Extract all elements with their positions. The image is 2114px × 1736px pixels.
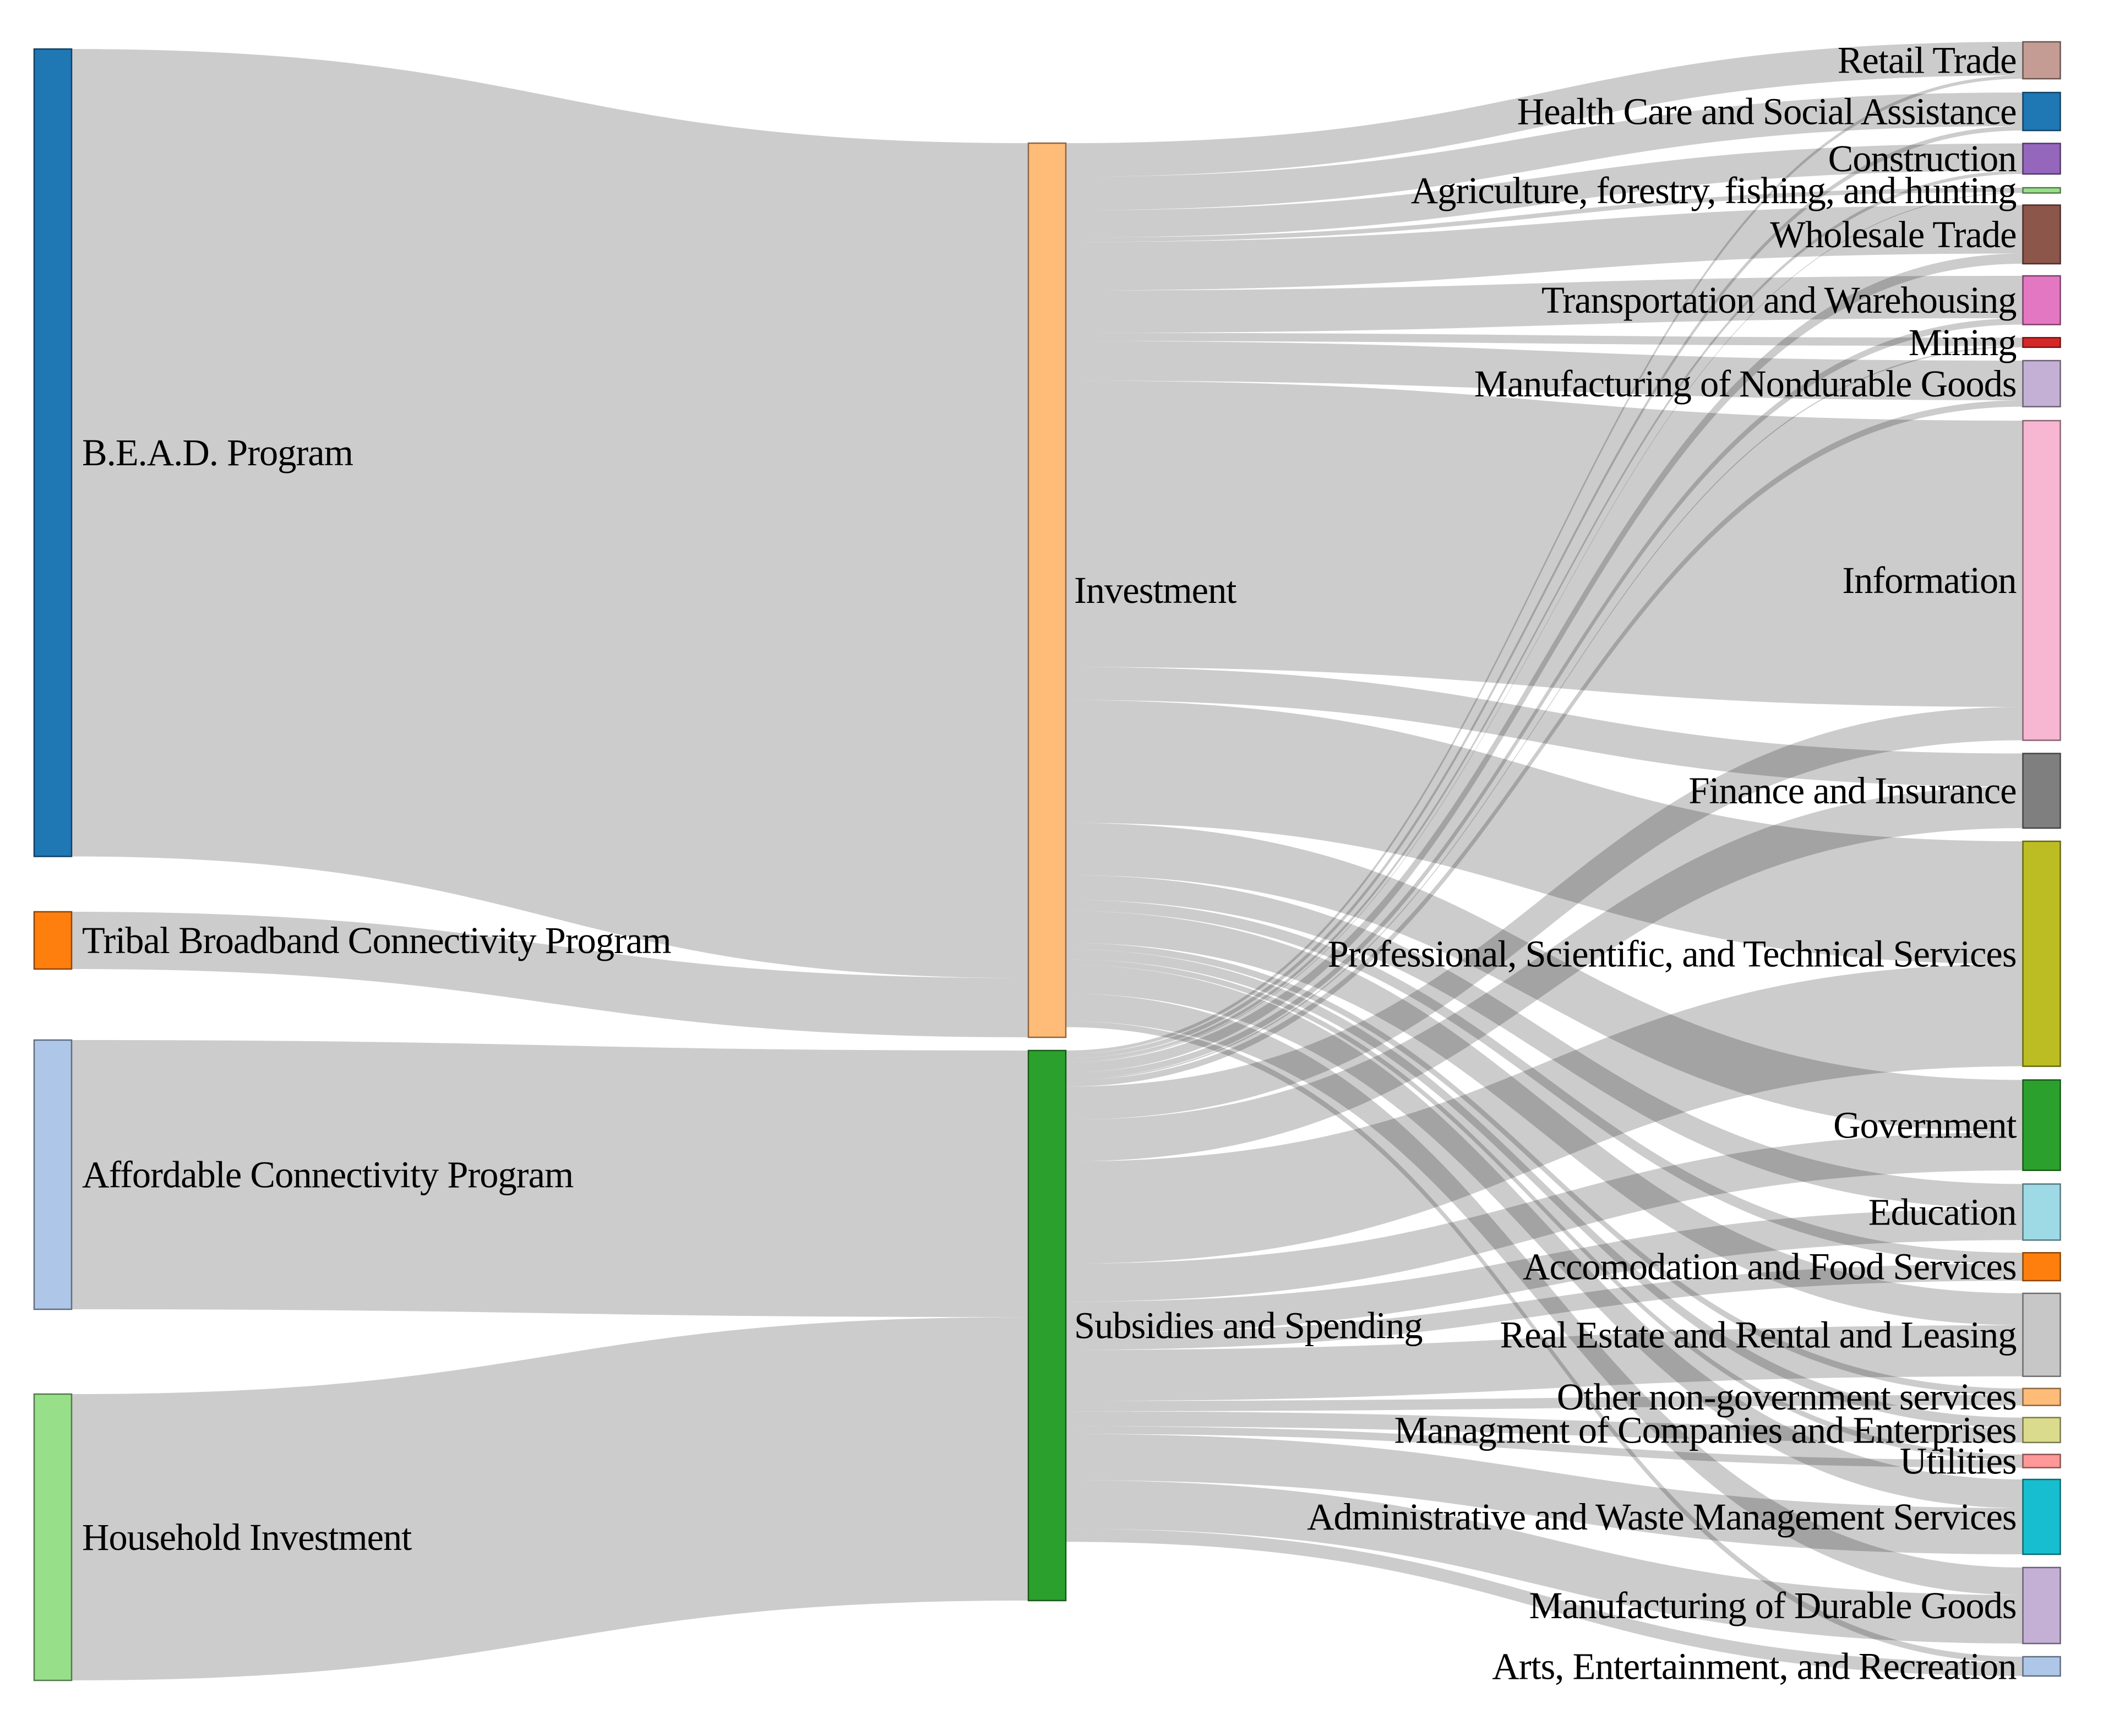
svg-text:Arts, Entertainment, and Recre: Arts, Entertainment, and Recreation [1492, 1646, 2017, 1688]
svg-text:Agriculture, forestry, fishing: Agriculture, forestry, fishing, and hunt… [1411, 170, 2017, 211]
svg-text:Subsidies and Spending: Subsidies and Spending [1074, 1305, 1423, 1347]
svg-text:Manufacturing of Durable Goods: Manufacturing of Durable Goods [1529, 1585, 2017, 1626]
svg-text:Affordable Connectivity Progra: Affordable Connectivity Program [82, 1154, 574, 1196]
svg-text:Manufacturing of Nondurable Go: Manufacturing of Nondurable Goods [1474, 363, 2017, 405]
svg-text:Accomodation and Food Services: Accomodation and Food Services [1523, 1246, 2016, 1288]
svg-text:Managment of Companies and Ent: Managment of Companies and Enterprises [1394, 1409, 2016, 1451]
svg-text:Wholesale Trade: Wholesale Trade [1770, 214, 2016, 255]
svg-text:Investment: Investment [1074, 569, 1236, 611]
svg-text:Household Investment: Household Investment [82, 1516, 412, 1558]
svg-text:Tribal Broadband Connectivity: Tribal Broadband Connectivity Program [82, 919, 671, 961]
svg-text:Transportation and Warehousing: Transportation and Warehousing [1541, 279, 2017, 321]
svg-text:Professional, Scientific, and: Professional, Scientific, and Technical … [1328, 933, 2017, 975]
svg-text:Health Care and Social Assista: Health Care and Social Assistance [1517, 91, 2017, 133]
svg-text:Real Estate and Rental and Lea: Real Estate and Rental and Leasing [1500, 1314, 2017, 1356]
svg-text:Other non-government services: Other non-government services [1557, 1376, 2017, 1418]
svg-text:Government: Government [1833, 1104, 2017, 1146]
svg-text:B.E.A.D. Program: B.E.A.D. Program [82, 432, 353, 474]
svg-text:Construction: Construction [1828, 138, 2017, 179]
svg-text:Information: Information [1842, 559, 2017, 601]
svg-text:Utilities: Utilities [1900, 1440, 2017, 1482]
svg-text:Education: Education [1868, 1191, 2017, 1233]
svg-text:Administrative and Waste Manag: Administrative and Waste Management Serv… [1307, 1496, 2016, 1538]
svg-text:Mining: Mining [1909, 322, 2017, 363]
svg-text:Retail Trade: Retail Trade [1838, 40, 2017, 81]
svg-text:Finance and Insurance: Finance and Insurance [1688, 770, 2016, 812]
